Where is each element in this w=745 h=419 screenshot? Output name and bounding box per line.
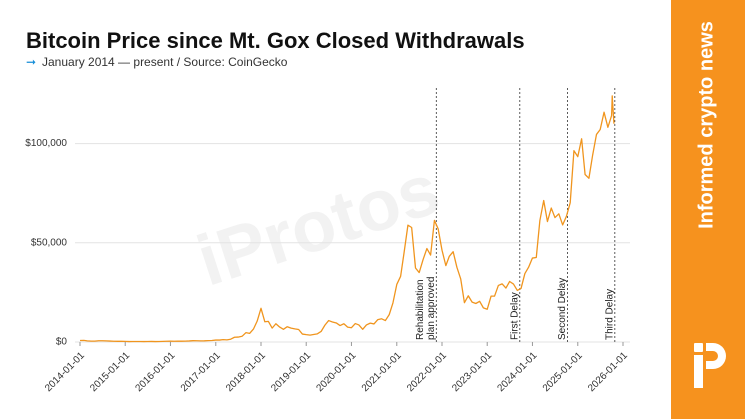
annotation-label: Second Delay — [557, 278, 568, 340]
x-tick-label: 2018-01-01 — [224, 350, 268, 394]
x-tick-label: 2014-01-01 — [43, 350, 87, 394]
subtitle: January 2014 — present / Source: CoinGec… — [42, 55, 288, 69]
price-line — [79, 95, 615, 343]
annotation-label: First Delay — [509, 292, 520, 340]
logo — [694, 343, 726, 388]
x-tick-label: 2026-01-01 — [586, 350, 630, 394]
x-tick-label: 2022-01-01 — [405, 350, 449, 394]
annotation-label: plan approved — [426, 277, 437, 340]
x-tick-label: 2023-01-01 — [450, 350, 494, 394]
x-tick-label: 2015-01-01 — [88, 350, 132, 394]
y-tick-label: $100,000 — [25, 138, 67, 149]
chart-title: Bitcoin Price since Mt. Gox Closed Withd… — [26, 28, 525, 53]
annotation-label: Third Delay — [604, 289, 615, 340]
x-tick-label: 2019-01-01 — [269, 350, 313, 394]
x-tick-label: 2016-01-01 — [133, 350, 177, 394]
watermark: iProtos — [188, 149, 449, 302]
x-tick-label: 2024-01-01 — [495, 350, 539, 394]
subtitle-arrow: ➞ — [26, 55, 36, 69]
x-tick-label: 2025-01-01 — [541, 350, 585, 394]
y-tick-label: $0 — [56, 337, 68, 348]
x-tick-label: 2017-01-01 — [179, 350, 223, 394]
sidebar-text: Informed crypto news — [695, 21, 717, 229]
y-tick-label: $50,000 — [31, 237, 68, 248]
x-tick-label: 2020-01-01 — [314, 350, 358, 394]
annotation-label: Rehabilitation — [415, 279, 426, 340]
x-tick-label: 2021-01-01 — [360, 350, 404, 394]
